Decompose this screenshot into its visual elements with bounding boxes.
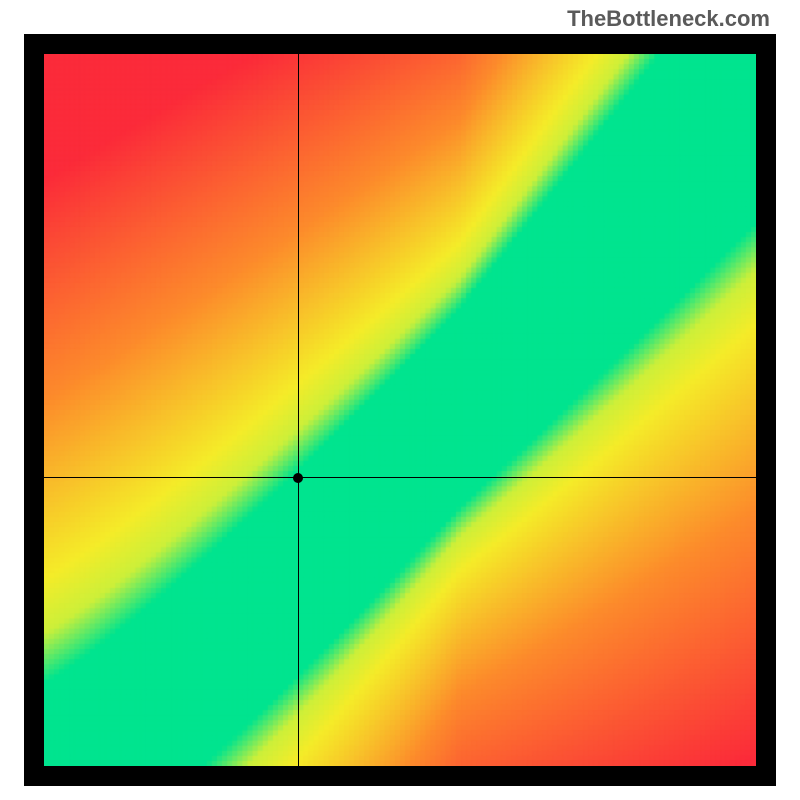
crosshair-horizontal	[44, 477, 756, 478]
watermark-text: TheBottleneck.com	[567, 6, 770, 32]
crosshair-marker	[293, 473, 303, 483]
bottleneck-heatmap	[44, 54, 756, 766]
crosshair-vertical	[298, 54, 299, 766]
chart-container: TheBottleneck.com	[0, 0, 800, 800]
